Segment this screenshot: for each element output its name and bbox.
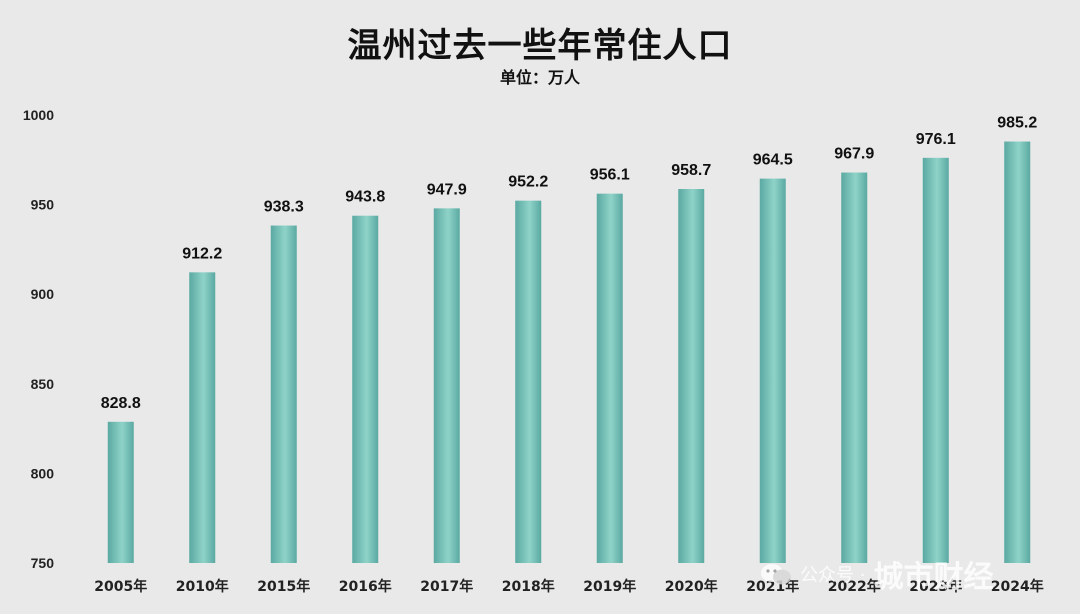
- y-tick-label: 900: [31, 286, 55, 302]
- bar: [759, 178, 786, 563]
- chart-title: 温州过去一些年常住人口: [347, 26, 733, 66]
- bar: [1004, 141, 1031, 563]
- x-tick-label: 2019年: [583, 578, 636, 595]
- bar-value-label: 912.2: [182, 245, 222, 262]
- x-tick-label: 2023年: [909, 578, 962, 595]
- wechat-icon: [760, 563, 792, 585]
- bar: [596, 193, 623, 563]
- watermark-name: 城市财经: [873, 560, 994, 595]
- x-tick-label: 2020年: [665, 578, 718, 595]
- bar-value-label: 985.2: [997, 115, 1037, 132]
- bar: [352, 215, 379, 564]
- bar: [515, 200, 542, 563]
- x-tick-label: 2005年: [94, 578, 147, 595]
- watermark-label: 公众号 ·: [800, 565, 866, 586]
- x-tick-label: 2024年: [991, 578, 1044, 595]
- bar-value-label: 952.2: [508, 174, 548, 191]
- bar-value-label: 947.9: [427, 181, 467, 198]
- x-tick-label: 2018年: [502, 578, 555, 595]
- x-tick-label: 2017年: [420, 578, 473, 595]
- bar: [922, 157, 949, 563]
- y-tick-label: 950: [31, 197, 55, 213]
- x-tick-label: 2015年: [257, 578, 310, 595]
- y-tick-label: 1000: [23, 107, 54, 123]
- y-tick-label: 800: [31, 465, 55, 481]
- bar: [107, 421, 134, 563]
- bar-value-label: 976.1: [916, 131, 956, 148]
- bar-value-label: 958.7: [671, 162, 711, 179]
- watermark: 公众号 · 城市财经: [760, 552, 993, 596]
- bar: [433, 208, 460, 563]
- bar-value-label: 943.8: [345, 189, 385, 206]
- bar-value-label: 967.9: [834, 146, 874, 163]
- y-tick-label: 750: [31, 555, 55, 571]
- y-tick-label: 850: [31, 376, 55, 392]
- x-tick-label: 2010年: [176, 578, 229, 595]
- bar-value-label: 938.3: [264, 199, 304, 216]
- bar-value-label: 956.1: [590, 167, 630, 184]
- bar: [270, 225, 297, 563]
- x-tick-label: 2022年: [828, 578, 881, 595]
- bar-value-label: 828.8: [101, 395, 141, 412]
- bar: [678, 189, 705, 564]
- bar: [841, 172, 868, 563]
- bar-value-label: 964.5: [753, 152, 793, 169]
- bar: [189, 272, 216, 563]
- chart-subtitle: 单位：万人: [499, 68, 580, 87]
- x-tick-label: 2016年: [339, 578, 392, 595]
